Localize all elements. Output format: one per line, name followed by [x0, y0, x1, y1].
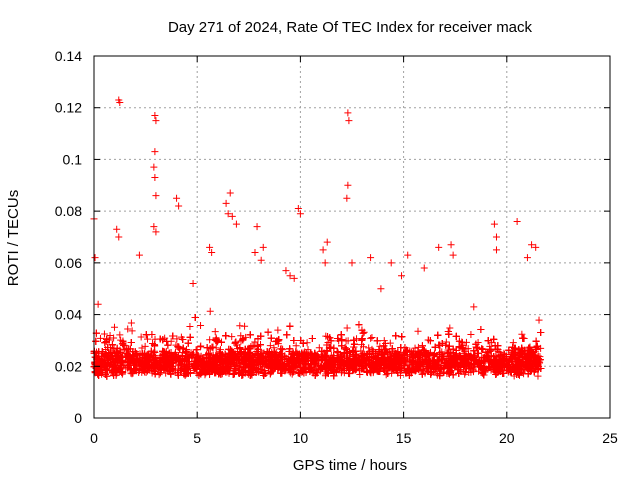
data-point	[446, 324, 454, 332]
data-point	[323, 368, 331, 376]
data-point	[365, 344, 373, 352]
data-point	[228, 333, 236, 341]
data-point	[206, 336, 214, 344]
data-point	[173, 335, 181, 343]
data-point	[487, 346, 495, 354]
data-point	[141, 342, 149, 350]
data-points	[90, 96, 545, 380]
data-point	[535, 316, 543, 324]
data-point	[292, 342, 300, 350]
data-point	[179, 349, 187, 357]
data-point	[382, 371, 390, 379]
data-point	[211, 328, 219, 336]
data-point	[534, 372, 542, 380]
data-point	[274, 326, 282, 334]
data-point	[127, 319, 135, 327]
data-point	[303, 339, 311, 347]
data-point	[196, 343, 204, 351]
data-point	[509, 339, 517, 347]
data-point	[315, 344, 323, 352]
data-point	[343, 324, 351, 332]
data-point	[144, 335, 152, 343]
data-point	[100, 330, 108, 338]
data-point	[467, 330, 475, 338]
data-point	[518, 330, 526, 338]
data-point	[186, 323, 194, 331]
data-point	[414, 327, 422, 335]
data-point	[128, 327, 136, 335]
data-point	[106, 332, 114, 340]
data-point	[212, 344, 220, 352]
data-point	[96, 334, 104, 342]
data-point	[266, 342, 274, 350]
data-point	[206, 307, 214, 315]
data-point	[462, 345, 470, 353]
data-point	[276, 345, 284, 353]
data-point	[192, 346, 200, 354]
data-point	[124, 325, 132, 333]
data-point	[359, 343, 367, 351]
data-point	[110, 334, 118, 342]
data-point	[368, 333, 376, 341]
data-point	[116, 331, 124, 339]
data-point	[137, 333, 145, 341]
data-point	[236, 322, 244, 330]
data-point	[367, 334, 375, 342]
data-point	[128, 370, 136, 378]
data-point	[110, 323, 118, 331]
data-point	[197, 321, 205, 329]
